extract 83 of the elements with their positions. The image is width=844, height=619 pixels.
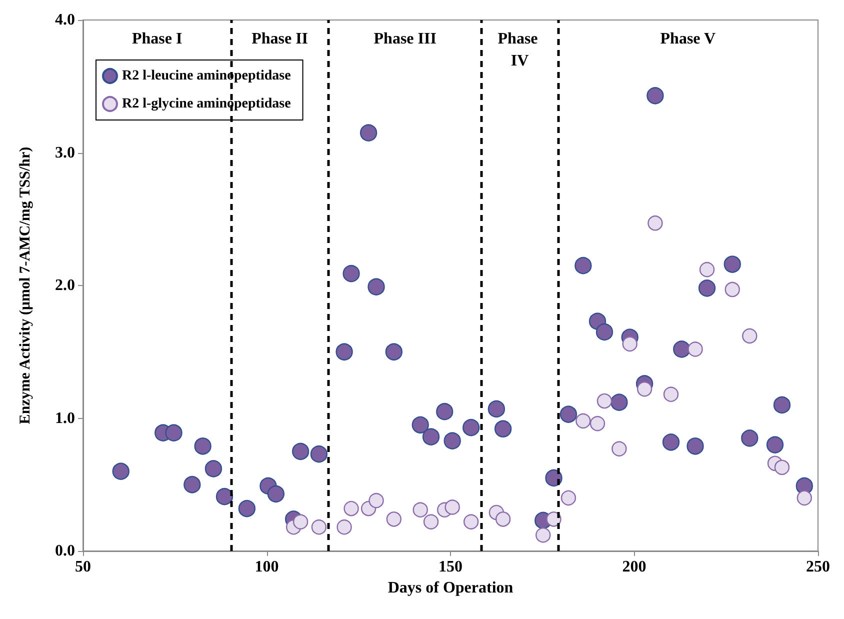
point [422,428,440,446]
point [462,418,480,436]
point [648,216,663,231]
point [292,514,308,530]
point [673,340,690,358]
annotation: Phase IV [498,30,542,70]
point [545,469,562,487]
annotation: Phase I [132,30,182,48]
y-tick-label: 3.0 [55,144,75,162]
point [636,381,652,397]
y-tick-label: 4.0 [55,12,75,28]
y-tick-label: 0.0 [55,542,75,560]
point [590,416,606,432]
point [536,527,551,543]
point [444,500,460,515]
point [360,124,378,142]
y-axis-title: Enzyme Activity (μmol 7-AMC/mg TSS/hr) [18,146,34,424]
point [368,278,385,296]
point [663,386,679,402]
point [688,342,703,357]
point [646,87,664,104]
y-tick-label: 1.0 [55,410,75,427]
point [444,432,461,450]
x-tick-label: 150 [438,558,462,576]
point [574,256,592,274]
point [336,520,352,535]
point [495,512,511,527]
point [546,512,562,527]
point [612,441,627,456]
point [463,514,479,530]
point [311,520,327,535]
point [596,323,614,341]
point [576,413,591,428]
y-tick-label: 2.0 [55,277,75,294]
point [699,262,715,278]
x-tick-label: 200 [622,558,646,576]
point [488,400,506,418]
point [773,396,791,414]
point [336,343,353,360]
point [494,420,512,438]
x-tick-label: 50 [75,558,91,576]
point [766,436,784,454]
point [368,492,384,508]
point [238,500,256,518]
point [741,430,758,447]
point [184,476,201,494]
point [610,394,628,411]
point [344,500,359,516]
point [423,514,439,530]
point [774,460,790,475]
point [742,328,758,344]
point [686,438,704,455]
point [310,445,328,463]
point [796,490,812,506]
legend-label: R2 l-glycine aminopeptidase [122,96,291,112]
point [165,424,182,442]
annotation: Phase III [374,30,436,48]
annotation: Phase II [252,30,308,48]
point [386,512,402,527]
point [385,343,403,360]
point [216,488,234,506]
annotation: Phase V [660,30,716,48]
point [412,502,428,518]
point [596,393,612,409]
point [662,434,680,451]
legend-label: R2 l-leucine aminopeptidase [122,68,291,84]
x-tick-label: 250 [806,558,830,576]
point [342,264,360,282]
x-axis-title: Days of Operation [388,579,514,596]
point [560,490,576,506]
point [698,280,716,297]
x-tick-label: 100 [254,558,279,576]
point [724,282,740,298]
point [292,442,310,460]
point [194,438,212,455]
point [436,403,454,420]
point [267,485,285,503]
point [724,256,741,273]
point [112,462,130,480]
point [204,460,222,478]
point [622,336,638,352]
point [412,416,429,434]
point [560,406,578,423]
